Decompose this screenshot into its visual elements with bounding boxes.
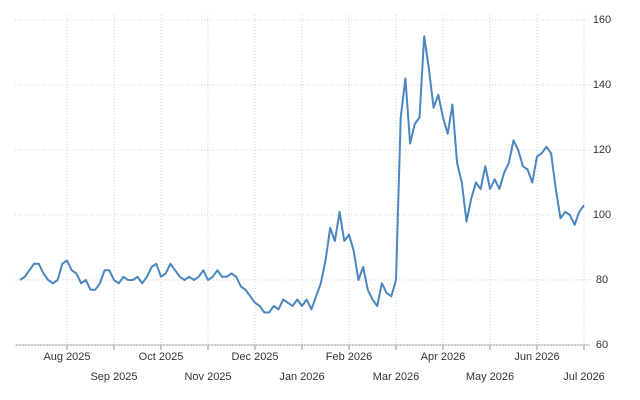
x-tick-label: Feb 2026 (326, 351, 372, 363)
x-tick-label: Aug 2025 (43, 351, 90, 363)
y-tick-label: 80 (596, 274, 608, 286)
x-tick-label: Mar 2026 (373, 371, 419, 383)
x-tick-label: Sep 2025 (90, 371, 137, 383)
y-tick-label: 140 (593, 79, 611, 91)
x-tick-label: Jul 2026 (563, 371, 605, 383)
data-line (19, 35, 585, 314)
x-tick-label: Oct 2025 (139, 351, 184, 363)
x-tick-label: May 2026 (466, 371, 514, 383)
y-tick-label: 100 (593, 209, 611, 221)
y-tick-label: 160 (593, 14, 611, 26)
y-tick-label: 120 (593, 144, 611, 156)
y-tick-label: 60 (596, 339, 608, 351)
x-tick-label: Jun 2026 (514, 351, 559, 363)
x-tick-label: Apr 2026 (421, 351, 466, 363)
x-tick-label: Jan 2026 (279, 371, 324, 383)
x-tick-label: Nov 2025 (184, 371, 231, 383)
x-tick-label: Dec 2025 (231, 351, 278, 363)
